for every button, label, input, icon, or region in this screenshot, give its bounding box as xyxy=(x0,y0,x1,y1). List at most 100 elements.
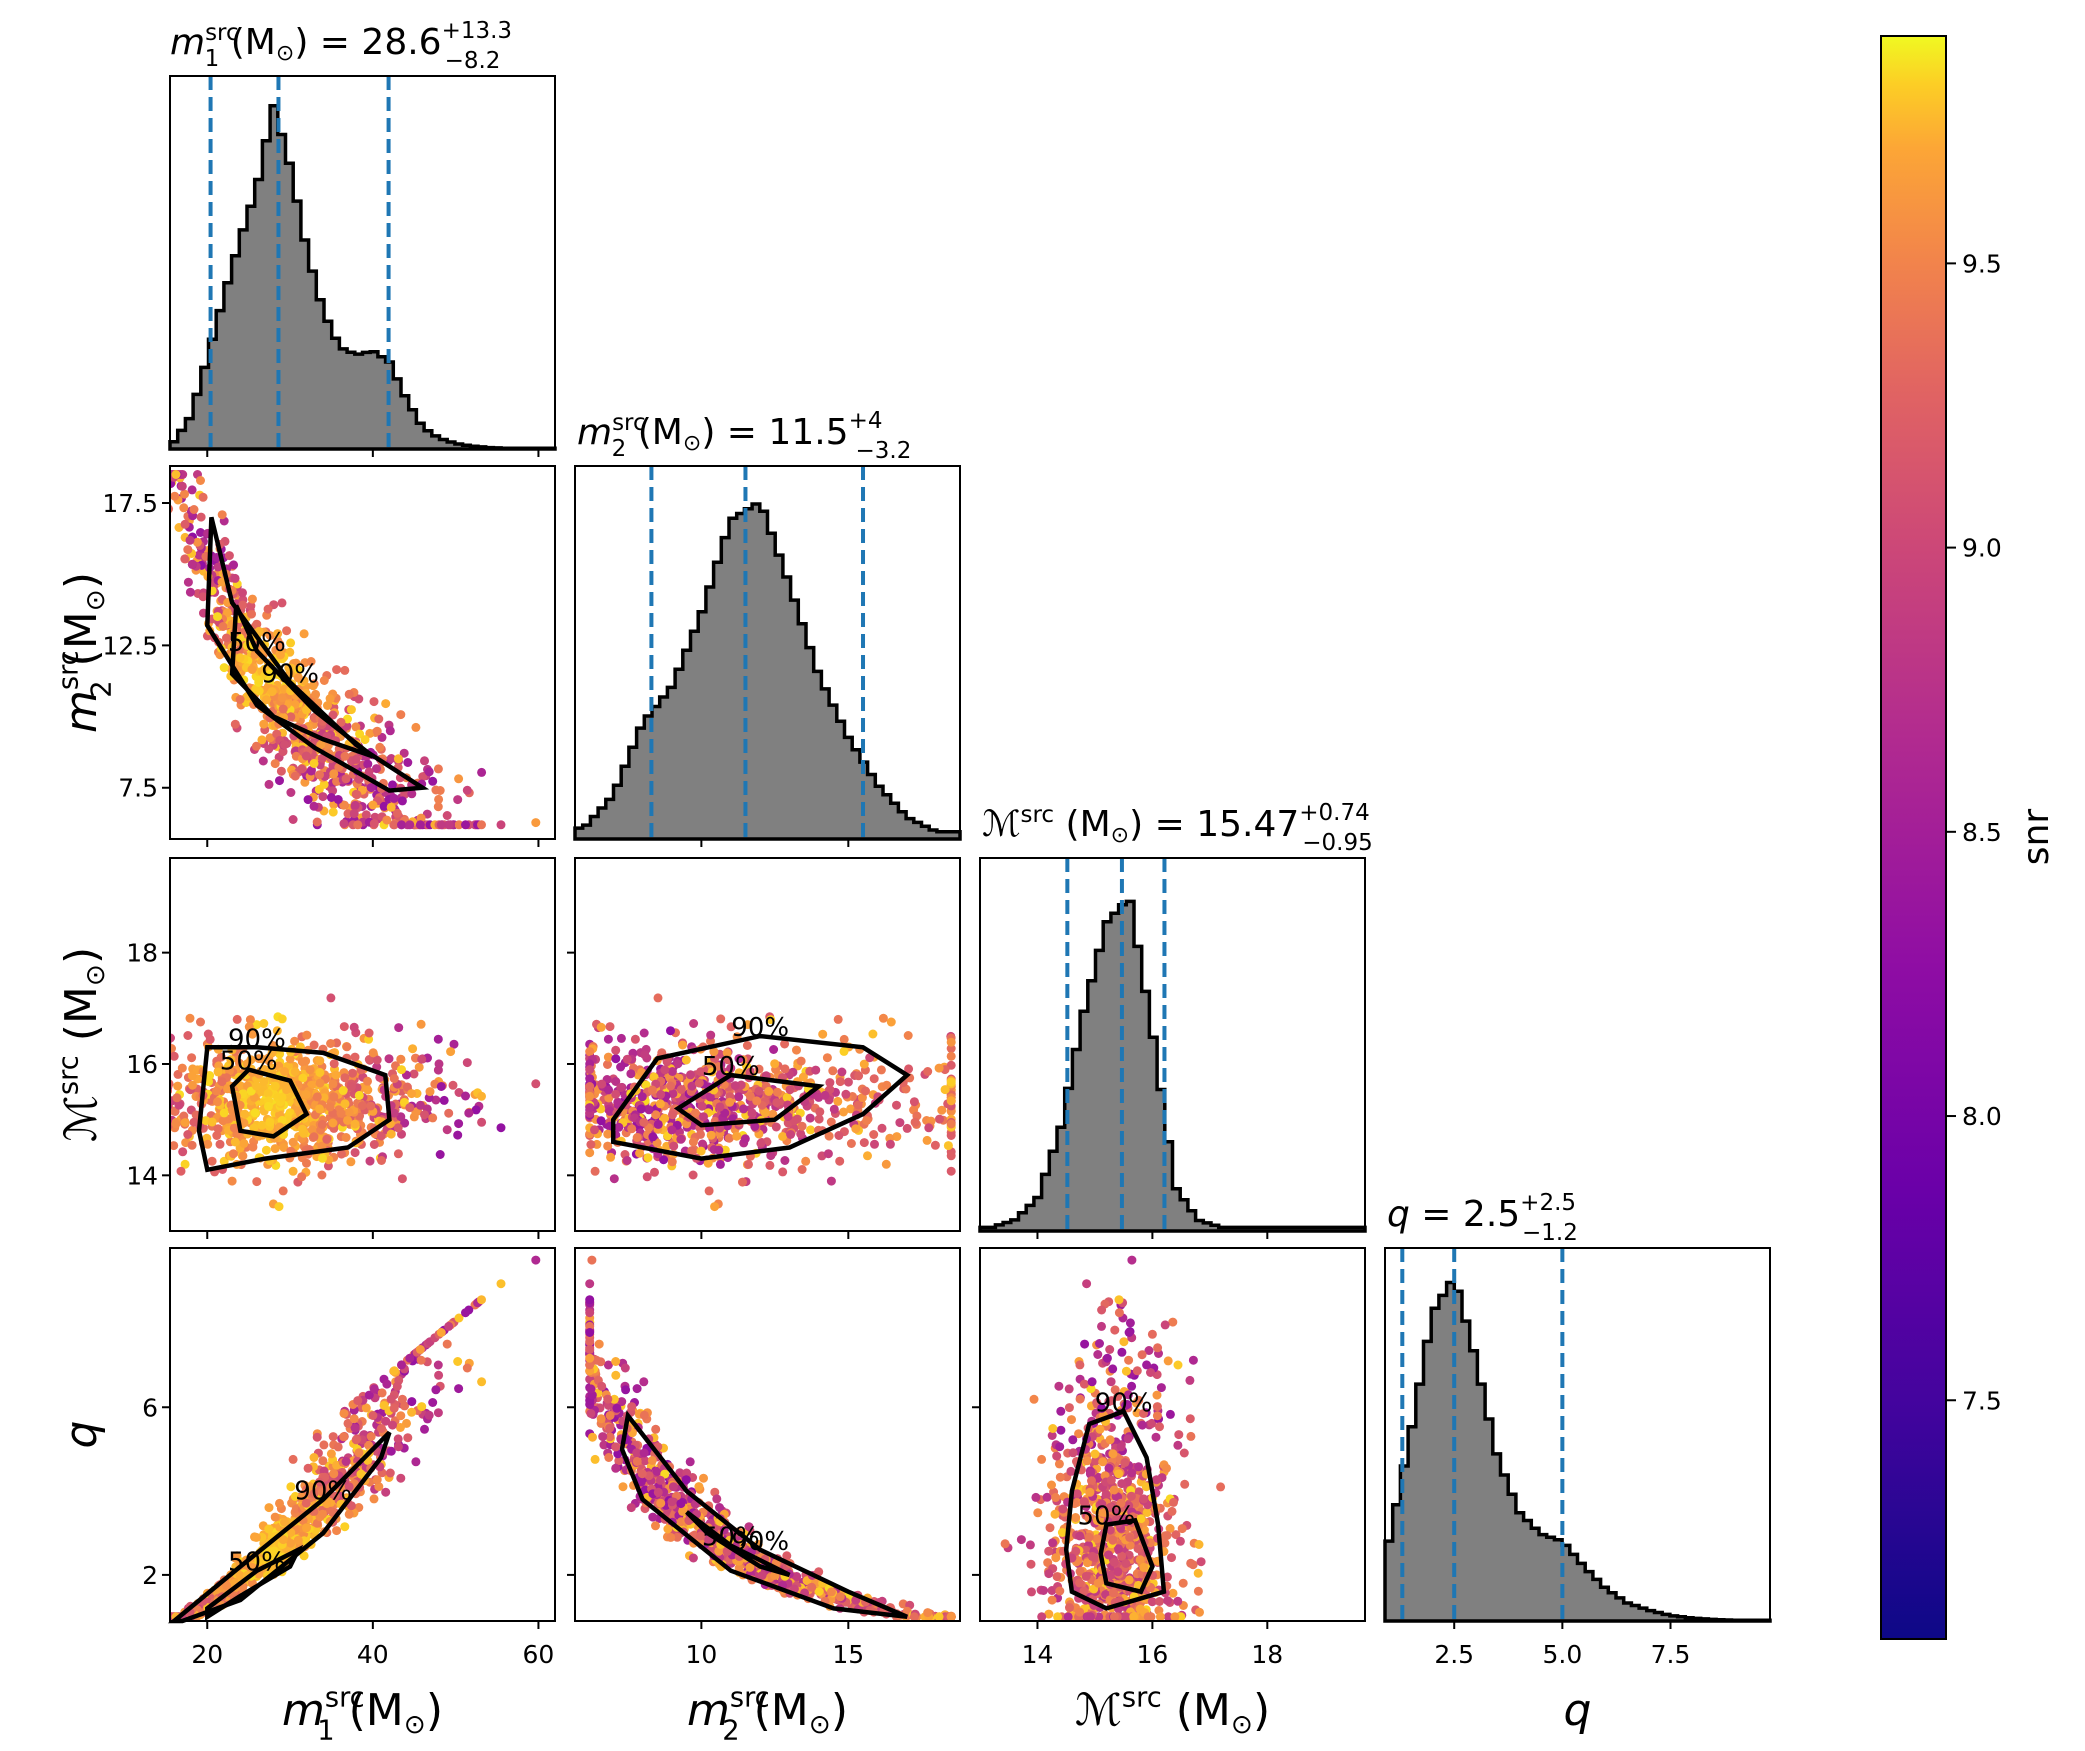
scatter-point xyxy=(293,1535,303,1545)
scatter-point xyxy=(637,1469,647,1479)
scatter-point xyxy=(588,1432,597,1442)
scatter-point xyxy=(365,1156,375,1166)
scatter-point xyxy=(322,1134,332,1144)
scatter-point xyxy=(1180,1479,1190,1489)
histogram-layer xyxy=(168,76,1772,1623)
scatter-point xyxy=(149,1131,158,1140)
scatter-point xyxy=(689,1019,699,1028)
scatter-point xyxy=(730,1081,740,1091)
scatter-point xyxy=(140,1096,149,1105)
scatter-point xyxy=(282,1085,292,1095)
scatter-point xyxy=(238,588,247,598)
scatter-point xyxy=(433,1034,443,1044)
scatter-point xyxy=(353,820,363,830)
scatter-point xyxy=(782,1092,792,1102)
scatter-point xyxy=(302,1523,311,1533)
scatter-point xyxy=(264,744,274,754)
scatter-point xyxy=(814,1567,824,1577)
scatter-point xyxy=(275,1498,284,1508)
scatter-point xyxy=(734,1563,744,1573)
scatter-point xyxy=(340,1522,350,1532)
scatter-point xyxy=(909,1097,919,1107)
scatter-point xyxy=(416,1019,426,1029)
scatter-point xyxy=(230,1553,240,1563)
scatter-point xyxy=(104,1612,113,1621)
scatter-point xyxy=(87,1080,96,1089)
scatter-point xyxy=(389,820,399,830)
scatter-point xyxy=(305,1065,315,1075)
scatter-point xyxy=(150,470,159,479)
scatter-point xyxy=(238,1151,248,1161)
scatter-point xyxy=(416,813,426,823)
scatter-point xyxy=(656,1089,666,1099)
scatter-point xyxy=(354,1448,364,1458)
scatter-point xyxy=(257,735,267,745)
scatter-point xyxy=(825,1078,835,1088)
scatter-point xyxy=(783,1112,793,1121)
scatter-point xyxy=(826,1176,836,1186)
scatter-point xyxy=(712,1494,722,1504)
scatter-point xyxy=(361,1403,371,1413)
scatter-point xyxy=(705,1092,715,1102)
scatter-point xyxy=(365,728,375,738)
scatter-point xyxy=(403,758,413,767)
scatter-point xyxy=(764,1086,774,1096)
scatter-point xyxy=(706,1130,716,1140)
scatter-point xyxy=(687,1146,697,1156)
scatter-point xyxy=(660,1065,670,1075)
scatter-point xyxy=(270,1144,280,1154)
scatter-point xyxy=(681,1475,691,1485)
scatter-point xyxy=(104,1085,113,1094)
scatter-point xyxy=(611,1054,621,1064)
scatter-point xyxy=(153,1612,162,1621)
scatter-point xyxy=(238,600,248,610)
scatter-point xyxy=(603,1052,613,1062)
scatter-point xyxy=(668,1110,677,1120)
scatter-point xyxy=(734,1092,744,1102)
scatter-point xyxy=(372,726,382,736)
scatter-point xyxy=(861,1086,870,1096)
scatter-point xyxy=(223,608,232,618)
scatter-point xyxy=(364,1028,374,1038)
scatter-point xyxy=(715,1070,725,1080)
scatter-point xyxy=(699,1112,708,1122)
scatter-point xyxy=(639,1377,649,1387)
scatter-point xyxy=(339,1409,349,1418)
scatter-point xyxy=(309,801,319,811)
scatter-point xyxy=(454,1119,464,1129)
scatter-point xyxy=(596,1022,606,1032)
scatter-point xyxy=(448,1080,458,1090)
scatter-point xyxy=(382,1379,392,1389)
scatter-point xyxy=(171,470,181,479)
scatter-point xyxy=(293,673,303,683)
scatter-point xyxy=(235,653,245,663)
scatter-point xyxy=(152,1089,161,1098)
scatter-point xyxy=(177,481,187,491)
scatter-point xyxy=(622,1054,632,1064)
scatter-point xyxy=(715,1503,724,1512)
scatter-point xyxy=(434,1059,444,1069)
scatter-point xyxy=(826,1587,836,1597)
scatter-point xyxy=(369,819,379,829)
scatter-point xyxy=(1042,1492,1052,1502)
scatter-point xyxy=(388,1420,397,1430)
scatter-point xyxy=(778,1167,788,1177)
scatter-point xyxy=(434,794,444,804)
scatter-point xyxy=(714,1145,724,1155)
scatter-point xyxy=(859,1138,869,1148)
scatter-point xyxy=(477,1117,487,1127)
scatter-point xyxy=(333,795,343,804)
scatter-point xyxy=(180,519,190,529)
scatter-point xyxy=(177,1063,187,1073)
scatter-point xyxy=(381,1487,391,1497)
scatter-point xyxy=(614,1122,624,1132)
scatter-point xyxy=(397,1360,406,1370)
scatter-point xyxy=(685,1457,695,1467)
scatter-point xyxy=(286,1482,296,1492)
scatter-point xyxy=(433,764,443,774)
scatter-point xyxy=(312,1432,322,1442)
scatter-point xyxy=(946,1077,956,1087)
scatter-point xyxy=(946,1151,956,1161)
scatter-point xyxy=(355,729,365,739)
scatter-point xyxy=(303,1463,313,1473)
